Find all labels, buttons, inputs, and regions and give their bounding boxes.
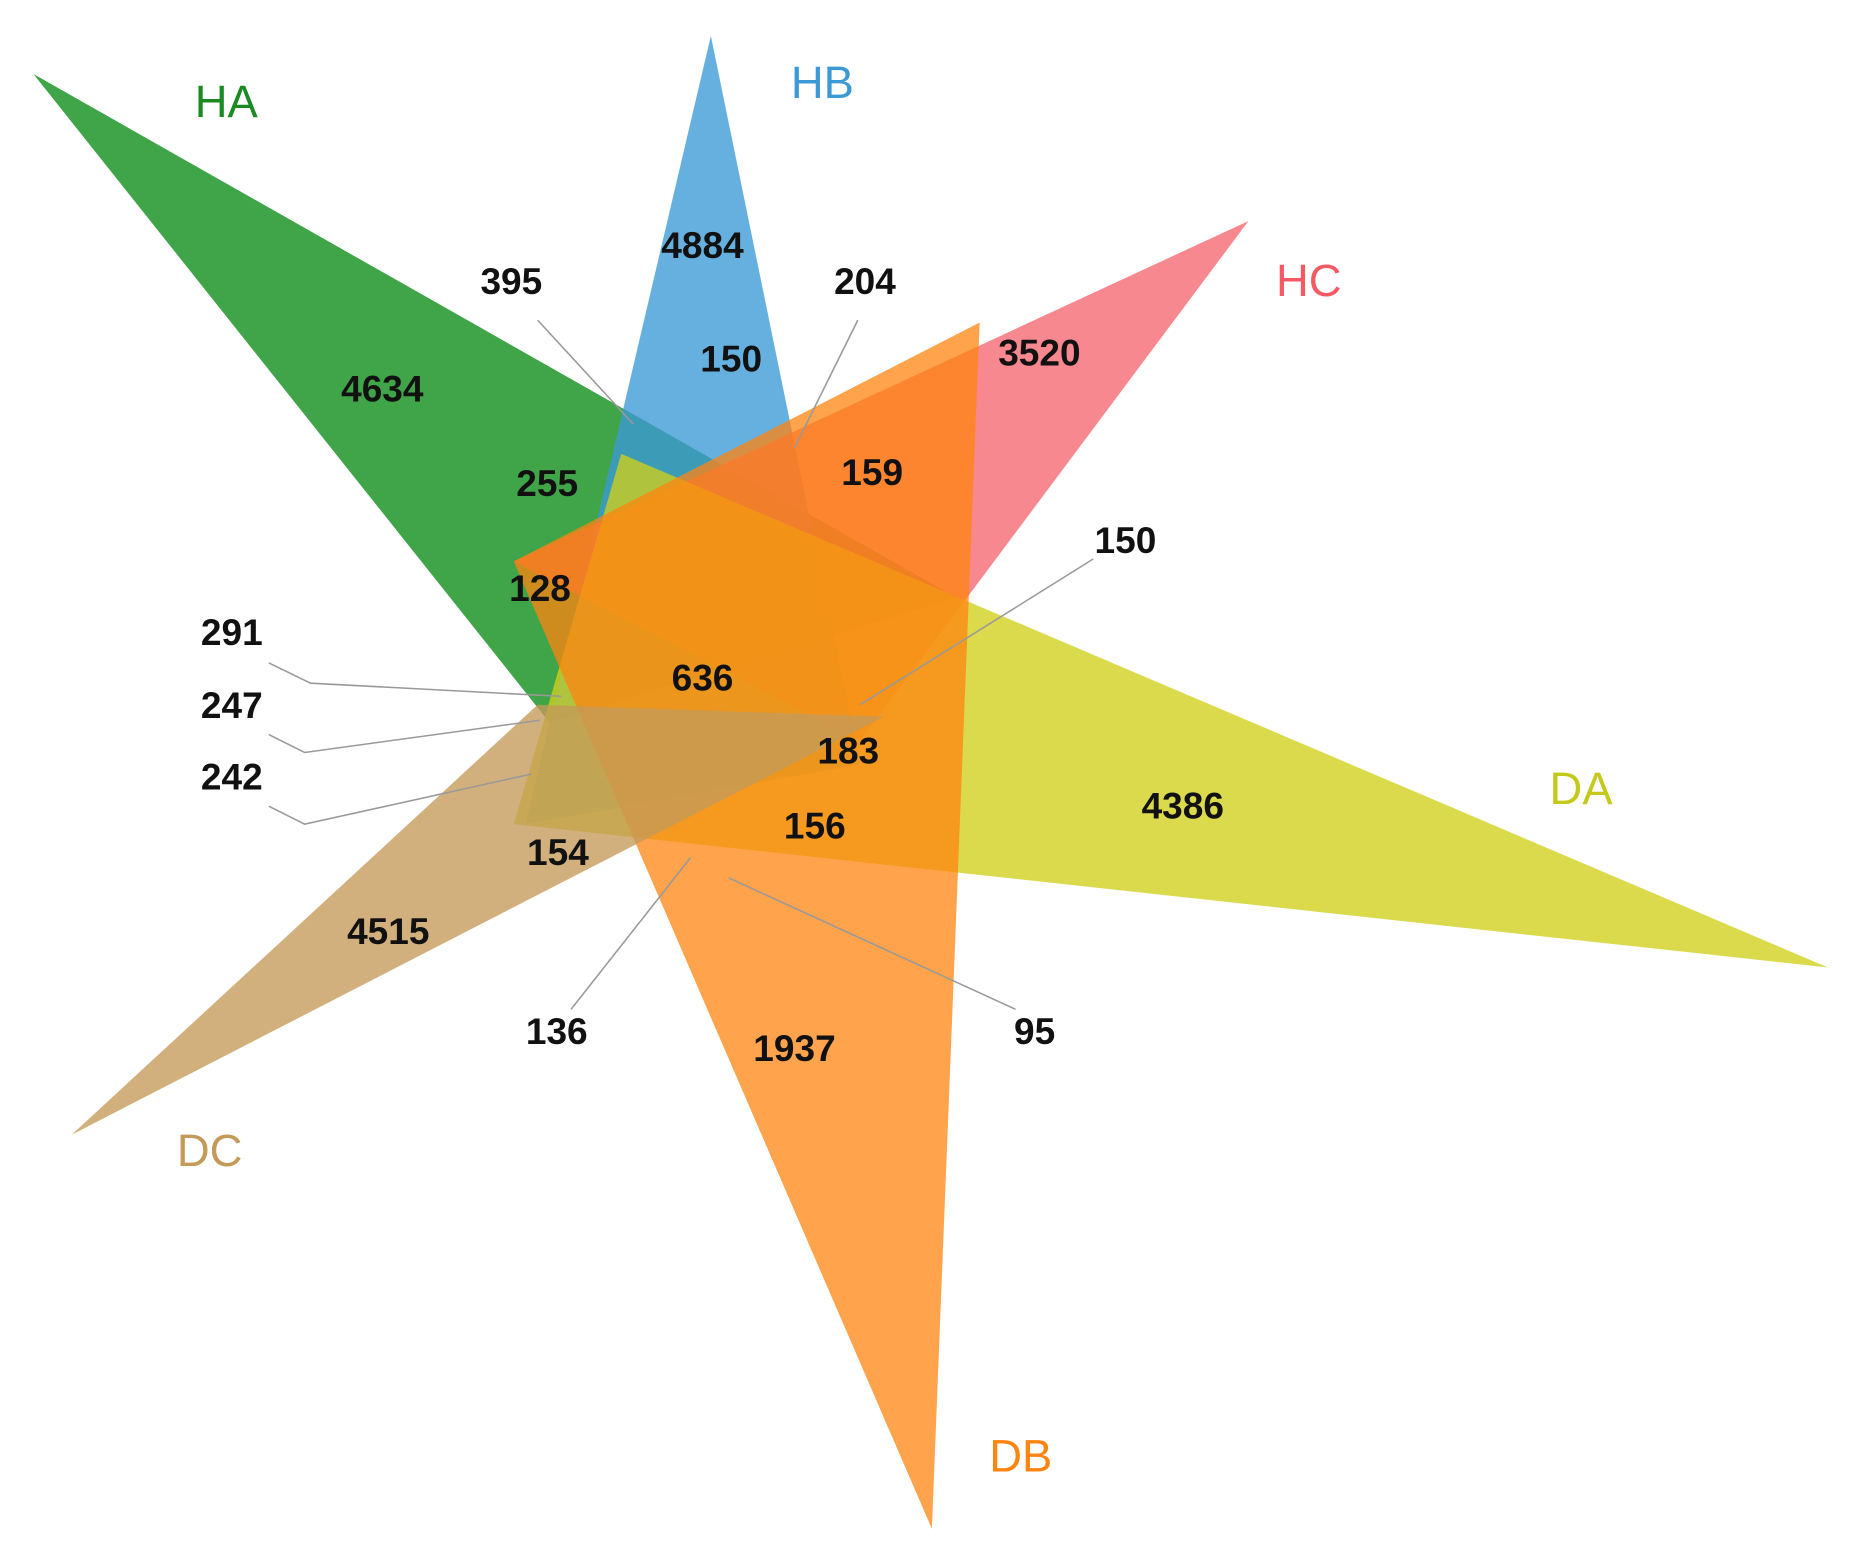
set-labels: HA HB HC DA DB DC bbox=[177, 57, 1614, 1482]
leader-line bbox=[268, 773, 532, 825]
region-count: 154 bbox=[527, 831, 589, 873]
leader-line bbox=[268, 719, 541, 754]
region-count: 159 bbox=[841, 451, 903, 493]
region-count: 128 bbox=[509, 567, 571, 609]
region-count: 204 bbox=[834, 260, 896, 302]
region-count: 291 bbox=[201, 611, 263, 653]
leader-line bbox=[728, 877, 1016, 1010]
region-count: 95 bbox=[1014, 1010, 1055, 1052]
set-label: DA bbox=[1550, 763, 1614, 814]
set-db-shape bbox=[513, 322, 980, 1529]
leader-line bbox=[268, 662, 562, 698]
region-count: 4386 bbox=[1142, 784, 1224, 826]
region-count: 4515 bbox=[347, 910, 429, 952]
region-count: 4634 bbox=[341, 368, 424, 410]
set-label: DC bbox=[177, 1125, 243, 1176]
region-count: 247 bbox=[201, 684, 263, 726]
region-count: 156 bbox=[784, 805, 846, 847]
set-label: HC bbox=[1276, 255, 1342, 306]
set-label: HA bbox=[195, 76, 259, 127]
region-count: 1937 bbox=[753, 1027, 835, 1069]
region-count: 150 bbox=[700, 338, 762, 380]
region-count: 395 bbox=[480, 260, 542, 302]
region-count: 136 bbox=[526, 1010, 588, 1052]
region-count: 255 bbox=[516, 462, 578, 504]
region-count: 150 bbox=[1095, 519, 1157, 561]
set-label: HB bbox=[791, 57, 854, 108]
set-dc-shape bbox=[71, 704, 885, 1135]
set-label: DB bbox=[989, 1431, 1052, 1482]
leader-line bbox=[537, 319, 634, 425]
set-shapes bbox=[33, 35, 1828, 1529]
region-count: 183 bbox=[817, 729, 879, 771]
leader-lines bbox=[268, 319, 1094, 1010]
region-count: 3520 bbox=[998, 332, 1080, 374]
leader-line bbox=[793, 319, 859, 449]
region-count: 636 bbox=[672, 657, 734, 699]
region-counts: 4634 4884 3520 4386 1937 4515 395 204 15… bbox=[201, 224, 1224, 1069]
region-count: 4884 bbox=[661, 224, 744, 266]
leader-line bbox=[859, 558, 1094, 706]
region-count: 242 bbox=[201, 756, 263, 798]
leader-line bbox=[570, 857, 692, 1010]
